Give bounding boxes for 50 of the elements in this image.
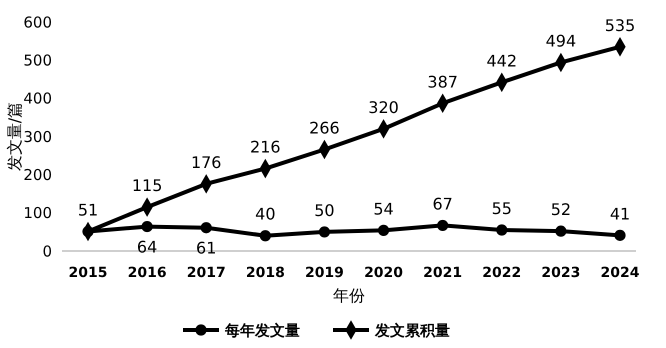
- data-label: 320: [368, 98, 399, 117]
- data-label: 266: [309, 118, 340, 138]
- data-label: 54: [373, 199, 394, 218]
- y-tick-label: 400: [23, 90, 52, 108]
- y-tick-label: 600: [23, 13, 52, 32]
- data-label: 216: [250, 138, 281, 157]
- y-axis-title: 发文量/篇: [5, 102, 24, 172]
- x-tick-label: 2015: [68, 265, 108, 281]
- data-label: 387: [427, 72, 458, 92]
- point: [142, 220, 153, 232]
- x-tick-label: 2023: [541, 265, 580, 281]
- y-tick-label: 200: [23, 166, 52, 184]
- data-label: 64: [136, 238, 158, 257]
- legend-label: 发文累积量: [374, 321, 450, 340]
- x-tick-label: 2016: [128, 265, 167, 281]
- point: [437, 220, 448, 232]
- point: [82, 226, 94, 238]
- data-label: 67: [432, 194, 453, 214]
- x-tick-label: 2019: [304, 265, 344, 281]
- point: [260, 230, 271, 242]
- y-tick-label: 500: [23, 51, 52, 70]
- data-label: 41: [610, 204, 630, 224]
- x-tick-label: 2017: [186, 265, 226, 281]
- data-label: 50: [314, 200, 335, 220]
- point: [614, 230, 626, 241]
- data-label: 494: [546, 31, 576, 50]
- data-label: 55: [492, 199, 512, 218]
- legend-label: 每年发文量: [224, 321, 300, 340]
- data-label: 176: [190, 152, 222, 172]
- data-label: 40: [255, 204, 276, 224]
- point: [378, 224, 390, 236]
- y-tick-label: 100: [23, 204, 52, 222]
- y-tick-label: 300: [23, 128, 52, 146]
- data-label: 535: [604, 16, 636, 35]
- data-label: 115: [132, 176, 162, 196]
- x-axis-title: 年份: [333, 286, 365, 305]
- data-label: 442: [486, 51, 518, 70]
- x-tick-label: 2020: [364, 265, 404, 281]
- x-tick-label: 2022: [482, 265, 522, 281]
- point: [200, 222, 212, 234]
- data-label: 61: [196, 238, 216, 258]
- x-tick-label: 2021: [423, 265, 462, 281]
- point: [318, 226, 330, 238]
- data-label: 52: [550, 200, 572, 220]
- data-label: 51: [78, 200, 98, 220]
- x-tick-label: 2018: [246, 265, 285, 281]
- x-tick-label: 2024: [600, 265, 640, 281]
- point: [496, 224, 508, 236]
- point: [555, 226, 566, 237]
- y-tick-label: 0: [42, 242, 52, 260]
